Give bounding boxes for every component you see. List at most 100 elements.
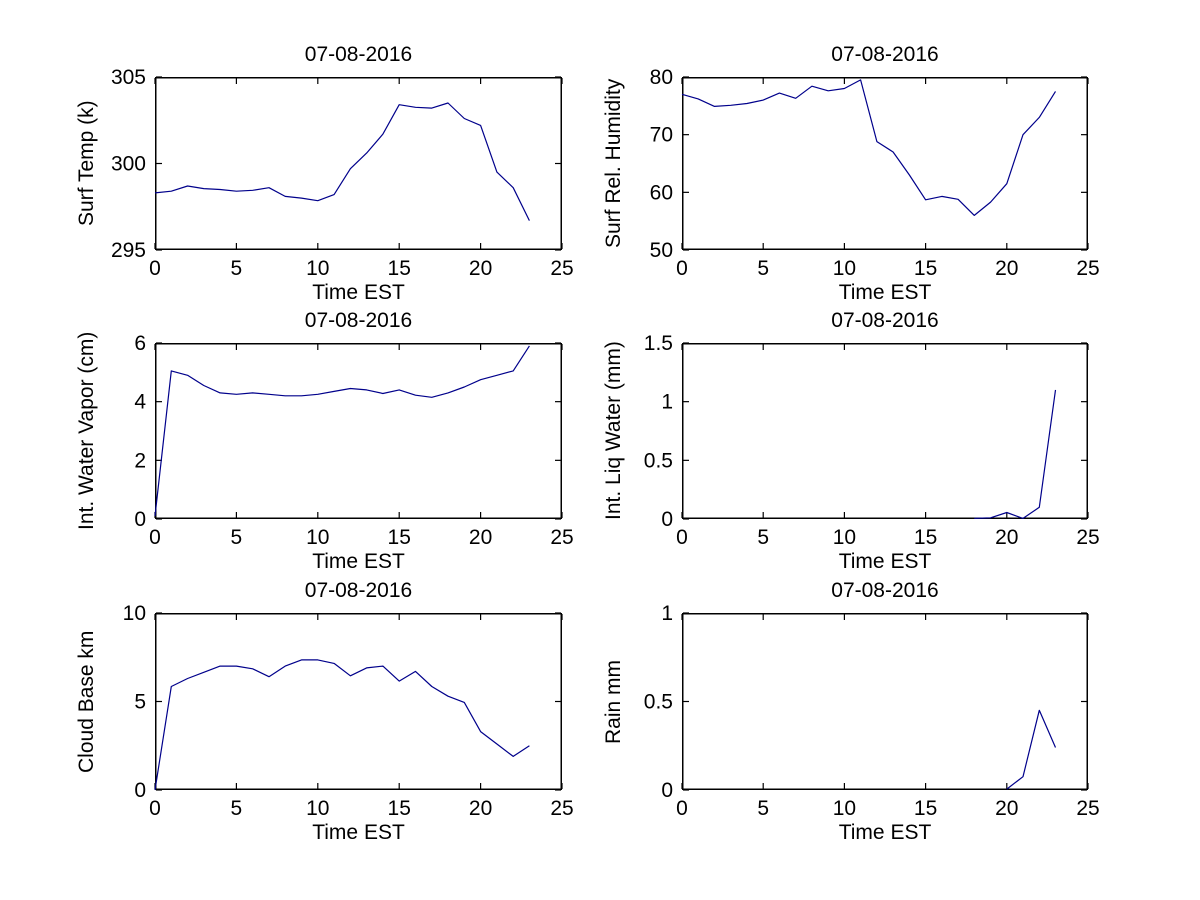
axes-box (155, 613, 562, 790)
y-axis-label: Surf Rel. Humidity (602, 78, 625, 249)
y-tick-label: 70 (650, 124, 673, 147)
y-tick-label: 0.5 (644, 449, 673, 472)
y-tick-label: 1.5 (644, 332, 673, 355)
x-tick-label: 10 (833, 797, 856, 820)
y-tick-label: 10 (123, 602, 146, 625)
y-tick-label: 0 (134, 779, 146, 802)
axes-box (682, 613, 1088, 790)
x-tick-label: 0 (676, 526, 688, 549)
y-tick-label: 305 (111, 66, 146, 89)
x-tick-label: 15 (388, 257, 411, 280)
plot-title: 07-08-2016 (831, 43, 939, 66)
axes-box (682, 77, 1088, 250)
axes-box (155, 77, 562, 250)
y-tick-label: 1 (661, 391, 673, 414)
plot-area-surf-rel-humidity: 0 5 10 15 20 25 50 60 70 80 (650, 66, 1100, 280)
data-line (974, 389, 1057, 519)
y-tick-label: 0 (661, 508, 673, 531)
y-tick-label: 50 (650, 239, 673, 262)
x-tick-label: 25 (1076, 257, 1099, 280)
axes-box (155, 343, 562, 519)
x-axis-label: Time EST (838, 281, 932, 304)
y-tick-label: 80 (650, 66, 673, 89)
y-tick-label: 1 (661, 602, 673, 625)
subplot-cloud-base: 07-08-2016 Cloud Base km 0 5 10 15 20 25 0 5 10 … (75, 579, 574, 844)
x-tick-label: 20 (995, 257, 1018, 280)
y-tick-label: 60 (650, 181, 673, 204)
plot-title: 07-08-2016 (831, 309, 939, 332)
subplot-int-liq-water: 07-08-2016 Int. Liq Water (mm) 0 5 10 15 20 2… (602, 309, 1100, 573)
x-tick-label: 5 (231, 797, 243, 820)
x-axis-label: Time EST (312, 821, 405, 844)
y-tick-label: 2 (134, 449, 146, 472)
y-axis-label: Rain mm (602, 659, 625, 744)
y-tick-label: 4 (134, 391, 146, 414)
x-tick-label: 5 (757, 797, 769, 820)
y-axis-label: Cloud Base km (75, 630, 98, 773)
x-tick-label: 20 (469, 797, 492, 820)
x-tick-label: 10 (306, 526, 329, 549)
y-tick-label: 6 (134, 332, 146, 355)
subplot-int-water-vapor: 07-08-2016 Int. Water Vapor (cm) 0 5 10 15 2… (75, 309, 574, 573)
x-axis-label: Time EST (838, 550, 932, 573)
subplot-rain: 07-08-2016 Rain mm 0 5 10 15 20 25 0 0.5 1 Time … (602, 579, 1100, 844)
x-tick-label: 25 (550, 797, 573, 820)
x-axis-label: Time EST (312, 550, 405, 573)
x-axis-label: Time EST (312, 281, 405, 304)
x-tick-label: 20 (995, 797, 1018, 820)
subplot-surf-temp: 07-08-2016 Surf Temp (k) 0 5 10 15 20 25 295 30… (75, 43, 574, 304)
x-tick-label: 0 (149, 257, 161, 280)
y-tick-label: 0.5 (644, 691, 673, 714)
data-line (154, 102, 530, 221)
x-tick-label: 25 (1076, 797, 1099, 820)
x-axis-label: Time EST (838, 821, 932, 844)
x-tick-label: 20 (995, 526, 1018, 549)
data-line (154, 659, 530, 791)
x-tick-label: 15 (388, 526, 411, 549)
data-line (154, 345, 530, 517)
y-axis-label: Int. Water Vapor (cm) (75, 331, 98, 531)
plot-title: 07-08-2016 (304, 579, 413, 602)
data-line (1006, 709, 1057, 790)
data-line (681, 79, 1057, 216)
plot-area-cloud-base: 0 5 10 15 20 25 0 5 10 (123, 602, 574, 820)
x-tick-label: 15 (914, 257, 937, 280)
x-tick-label: 0 (676, 257, 688, 280)
x-tick-label: 25 (550, 526, 573, 549)
x-tick-label: 0 (149, 526, 161, 549)
x-tick-label: 15 (388, 797, 411, 820)
x-tick-label: 15 (914, 797, 937, 820)
x-tick-label: 5 (757, 257, 769, 280)
plot-title: 07-08-2016 (304, 43, 413, 66)
y-tick-label: 295 (111, 239, 146, 262)
plot-title: 07-08-2016 (831, 579, 939, 602)
x-tick-label: 10 (306, 257, 329, 280)
plot-area-surf-temp: 0 5 10 15 20 25 295 300 305 (111, 66, 574, 280)
axes-box (682, 343, 1088, 519)
x-tick-label: 20 (469, 257, 492, 280)
subplot-surf-rel-humidity: 07-08-2016 Surf Rel. Humidity 0 5 10 15 20 25… (602, 43, 1100, 304)
x-tick-label: 0 (149, 797, 161, 820)
x-tick-label: 5 (757, 526, 769, 549)
y-axis-label: Surf Temp (k) (75, 100, 98, 227)
plot-area-int-water-vapor: 0 5 10 15 20 25 0 2 4 6 (134, 332, 573, 549)
x-tick-label: 20 (469, 526, 492, 549)
x-tick-label: 10 (306, 797, 329, 820)
y-tick-label: 0 (661, 779, 673, 802)
y-axis-label: Int. Liq Water (mm) (602, 341, 625, 521)
x-tick-label: 5 (231, 257, 243, 280)
x-tick-label: 25 (550, 257, 573, 280)
x-tick-label: 15 (914, 526, 937, 549)
plot-area-rain: 0 5 10 15 20 25 0 0.5 1 (644, 602, 1100, 820)
y-tick-label: 300 (111, 153, 146, 176)
y-tick-label: 5 (134, 691, 146, 714)
x-tick-label: 10 (833, 257, 856, 280)
plot-title: 07-08-2016 (304, 309, 413, 332)
x-tick-label: 5 (231, 526, 243, 549)
x-tick-label: 0 (676, 797, 688, 820)
x-tick-label: 25 (1076, 526, 1099, 549)
plot-area-int-liq-water: 0 5 10 15 20 25 0 0.5 1 1.5 (644, 332, 1100, 549)
y-tick-label: 0 (134, 508, 146, 531)
x-tick-label: 10 (833, 526, 856, 549)
